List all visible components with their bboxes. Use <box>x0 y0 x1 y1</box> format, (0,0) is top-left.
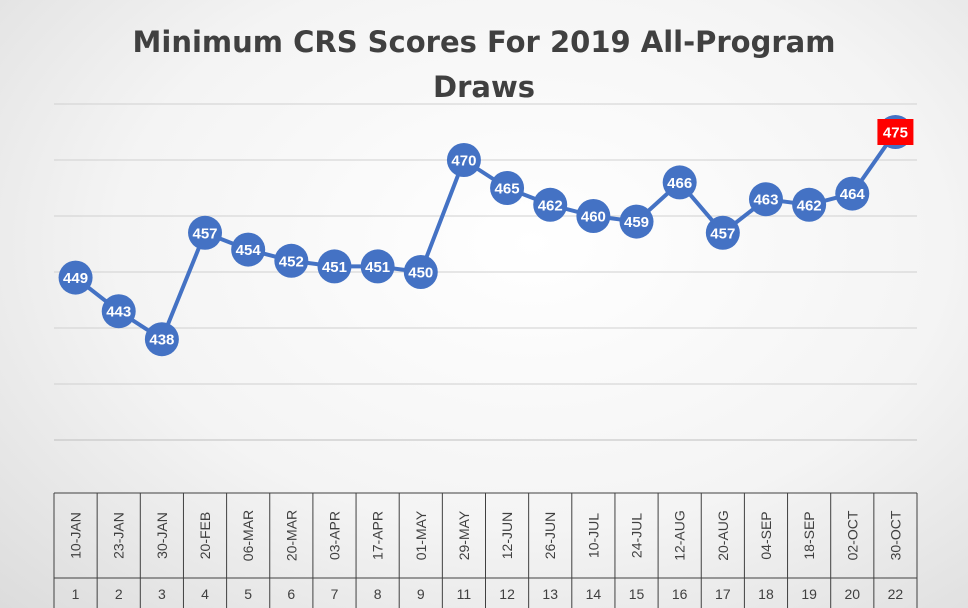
data-point-marker <box>446 143 481 177</box>
data-point-marker <box>317 249 352 284</box>
x-tick-label-number: 16 <box>672 586 688 602</box>
x-tick-label-date: 24-JUL <box>629 513 645 558</box>
data-label: 450 <box>408 265 433 282</box>
data-label: 470 <box>451 153 476 170</box>
x-tick-label-number: 5 <box>244 586 252 602</box>
data-label: 457 <box>710 225 735 242</box>
data-label: 463 <box>753 192 778 209</box>
data-point-marker <box>58 260 93 295</box>
data-point-marker <box>705 215 740 250</box>
x-tick-label-number: 1 <box>72 586 80 602</box>
x-tick-label-date: 10-JUL <box>585 513 601 558</box>
data-point-marker <box>662 165 697 200</box>
data-label: 451 <box>365 259 390 276</box>
x-tick-label-date: 30-OCT <box>887 510 903 560</box>
x-tick-label-date: 20-FEB <box>197 512 213 559</box>
x-tick-label-number: 12 <box>499 586 515 602</box>
x-tick-label-number: 7 <box>331 586 339 602</box>
data-label: 454 <box>236 242 262 259</box>
data-point-marker <box>403 255 438 289</box>
x-tick-label-number: 8 <box>374 586 382 602</box>
x-tick-label-number: 15 <box>629 586 645 602</box>
data-point-marker <box>231 232 266 267</box>
data-point-marker <box>533 187 568 222</box>
x-tick-label-date: 12-JUN <box>499 512 515 559</box>
data-point-marker <box>274 243 309 278</box>
x-tick-label-date: 18-SEP <box>801 511 817 559</box>
data-label: 449 <box>63 270 88 287</box>
data-labels: 449 443 438 457 454 452 451 451 450 470 465 462 460 4… <box>58 115 914 357</box>
x-tick-label-number: 4 <box>201 586 209 602</box>
x-tick-label-number: 11 <box>457 586 472 602</box>
data-label: 462 <box>538 197 563 214</box>
x-tick-label-number: 22 <box>888 586 904 602</box>
x-tick-label-number: 14 <box>586 586 602 602</box>
data-label: 457 <box>193 225 218 242</box>
x-tick-label-number: 20 <box>844 586 860 602</box>
x-tick-label-date: 12-AUG <box>672 510 688 561</box>
data-point-marker <box>188 215 223 250</box>
chart-title-line-2: Draws <box>433 70 535 104</box>
category-axis-table: 10-JAN 1 23-JAN 2 30-JAN 3 20-FEB 4 06-MAR 5 20-MA… <box>53 492 918 608</box>
data-label: 462 <box>797 197 822 214</box>
data-point-marker <box>792 187 827 222</box>
x-tick-label-date: 10-JAN <box>68 512 84 559</box>
data-label: 459 <box>624 214 649 231</box>
data-label: 464 <box>840 186 866 203</box>
x-tick-label-date: 20-MAR <box>283 510 299 561</box>
x-tick-label-number: 3 <box>158 586 166 602</box>
x-tick-label-number: 6 <box>287 586 295 602</box>
highlight-label-box <box>877 119 914 145</box>
x-tick-label-date: 26-JUN <box>542 512 558 559</box>
data-label: 466 <box>667 175 692 192</box>
x-tick-label-date: 29-MAY <box>456 510 472 560</box>
data-label: 460 <box>581 209 606 226</box>
x-tick-label-date: 30-JAN <box>154 512 170 559</box>
x-tick-label-date: 23-JAN <box>111 512 127 559</box>
data-point-marker <box>835 176 870 211</box>
data-label: 452 <box>279 253 304 270</box>
x-tick-label-date: 03-APR <box>326 511 342 560</box>
data-point-marker <box>360 249 395 284</box>
data-point-marker <box>101 294 136 329</box>
data-label: 475 <box>883 125 908 142</box>
data-label: 438 <box>149 332 174 349</box>
data-point-marker <box>748 182 783 217</box>
x-tick-label-date: 20-AUG <box>715 510 731 561</box>
x-tick-label-date: 17-APR <box>370 511 386 560</box>
data-point-marker <box>576 199 611 233</box>
x-tick-label-date: 06-MAR <box>240 510 256 561</box>
x-tick-label-number: 19 <box>801 586 817 602</box>
data-point-marker <box>490 171 525 205</box>
x-tick-label-date: 04-SEP <box>758 511 774 559</box>
x-tick-label-number: 17 <box>715 586 731 602</box>
chart-title-line-1: Minimum CRS Scores For 2019 All-Program <box>133 25 836 59</box>
gridlines <box>54 103 917 441</box>
data-label: 443 <box>106 304 131 321</box>
data-label: 451 <box>322 259 347 276</box>
x-tick-label-number: 18 <box>758 586 774 602</box>
data-label: 465 <box>495 181 520 198</box>
x-tick-label-number: 13 <box>542 586 558 602</box>
data-point-marker <box>619 204 654 239</box>
x-tick-label-number: 9 <box>417 586 425 602</box>
data-point-marker <box>144 322 179 357</box>
x-tick-label-date: 01-MAY <box>413 510 429 560</box>
x-tick-label-date: 02-OCT <box>844 510 860 560</box>
x-tick-label-number: 2 <box>115 586 123 602</box>
